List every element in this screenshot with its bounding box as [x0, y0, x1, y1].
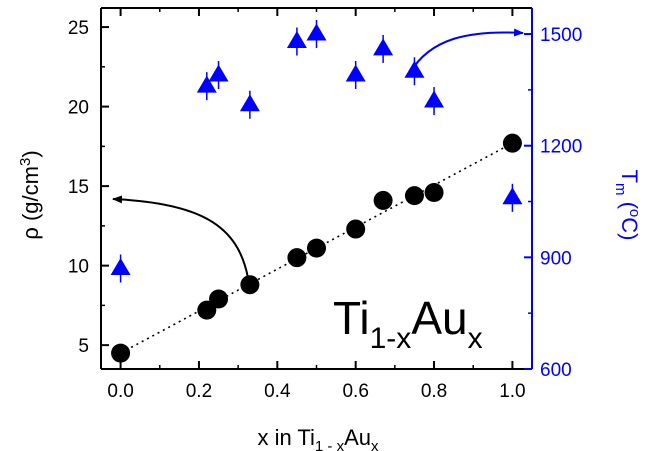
compound-label-sub1: 1-x [370, 322, 412, 355]
tm-triangle-point [345, 64, 366, 82]
tm-triangle-point [502, 187, 523, 205]
x-tick-label: 0.6 [342, 381, 368, 402]
right-y-tick-label: 1200 [540, 137, 582, 158]
right-axis-arrow [409, 28, 524, 74]
right-y-axis-title-sup: o [626, 209, 643, 217]
x-axis-title-mid: Au [344, 425, 371, 450]
left-y-axis-title-end: ) [18, 150, 43, 157]
left-y-axis-title-main: ρ (g/cm [18, 166, 43, 240]
x-tick-label: 0.0 [107, 381, 133, 402]
x-tick-label: 0.8 [421, 381, 447, 402]
right-y-tick-label: 1500 [540, 25, 582, 46]
density-circle-point [307, 238, 326, 258]
tm-triangle-point [424, 90, 445, 108]
right-y-axis-title: Tm (oC) [612, 170, 643, 241]
melting-temperature-series [110, 20, 523, 283]
left-y-axis-title: ρ (g/cm3) [17, 150, 43, 239]
x-tick-label: 0.2 [186, 381, 212, 402]
density-circle-point [502, 133, 522, 153]
x-axis-ticks: 0.0 0.2 0.4 0.6 0.8 1.0 [107, 8, 526, 402]
compound-label-mid: Au [411, 292, 467, 344]
right-y-axis-title-main: T [617, 170, 642, 183]
right-y-tick-label: 900 [540, 248, 572, 269]
left-axis-arrow [112, 195, 249, 279]
density-circle-point [209, 289, 229, 309]
tm-triangle-point [306, 23, 327, 41]
tm-triangle-point [373, 38, 394, 56]
tm-triangle-point [239, 94, 260, 112]
right-y-axis-title-open: ( [617, 195, 642, 209]
x-axis-title-main: x in Ti [257, 425, 314, 450]
compound-label: Ti1-xAux [333, 292, 483, 355]
compound-label-main: Ti [333, 292, 370, 344]
x-axis-title-sub1: 1 - x [315, 438, 345, 451]
right-y-axis-ticks: 600 900 1200 1500 [524, 25, 582, 381]
compound-label-sub2: x [468, 322, 483, 355]
left-y-tick-label: 15 [68, 177, 89, 198]
x-tick-label: 0.4 [264, 381, 291, 402]
x-tick-label: 1.0 [499, 381, 525, 402]
density-circle-point [424, 182, 444, 202]
left-y-tick-label: 10 [68, 257, 89, 278]
right-y-tick-label: 600 [540, 360, 572, 381]
tm-triangle-point [286, 30, 307, 48]
density-circle-point [111, 343, 131, 363]
x-axis-title-sub2: x [371, 438, 379, 451]
right-y-axis-title-end: C) [617, 217, 642, 240]
left-y-axis-title-sup: 3 [17, 158, 34, 166]
density-circle-point [240, 275, 260, 295]
tm-triangle-point [404, 60, 425, 78]
tm-triangle-point [110, 257, 131, 275]
left-y-tick-label: 5 [78, 336, 89, 357]
left-y-axis-ticks: 5 10 15 20 25 [68, 18, 109, 357]
density-circle-point [346, 219, 366, 239]
tm-triangle-point [208, 64, 229, 82]
tm-triangle-point [196, 75, 217, 93]
left-y-tick-label: 20 [68, 98, 89, 119]
density-circle-point [287, 248, 307, 268]
left-y-tick-label: 25 [68, 18, 89, 39]
x-axis-title: x in Ti1 - xAux [257, 425, 379, 451]
density-circle-point [373, 190, 393, 210]
density-series [111, 133, 522, 363]
right-y-axis-title-sub: m [612, 183, 629, 196]
density-circle-point [404, 186, 424, 206]
